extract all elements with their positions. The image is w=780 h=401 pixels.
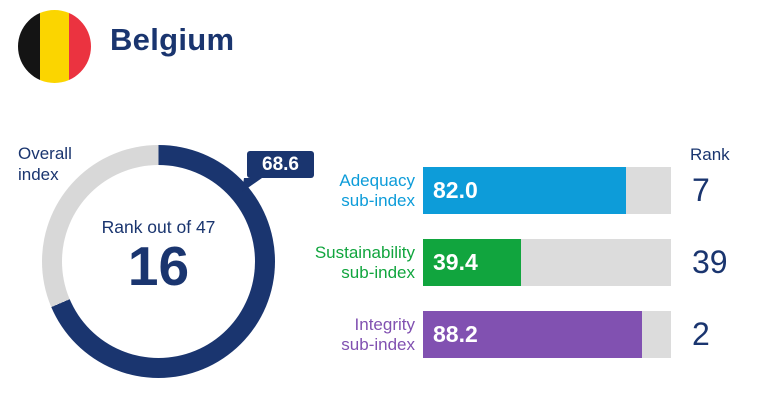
integrity-label: Integrity sub-index bbox=[280, 311, 415, 358]
bar-row-sustainability: Sustainability sub-index 39.4 39 bbox=[0, 239, 780, 286]
belgium-flag-icon bbox=[18, 10, 91, 83]
bar-row-adequacy: Adequacy sub-index 82.0 7 bbox=[0, 167, 780, 214]
flag-stripe-black bbox=[18, 10, 40, 83]
adequacy-bar-fill: 82.0 bbox=[423, 167, 627, 214]
label-line2: sub-index bbox=[341, 190, 415, 210]
overall-score-value: 68.6 bbox=[262, 153, 299, 175]
label-line2: sub-index bbox=[341, 262, 415, 282]
label-line2: sub-index bbox=[341, 334, 415, 354]
flag-stripe-yellow bbox=[39, 10, 70, 83]
rank-column-header: Rank bbox=[690, 145, 730, 164]
rank-caption: Rank out of 47 bbox=[101, 216, 216, 237]
label-line1: Sustainability bbox=[314, 242, 415, 262]
donut-hole bbox=[62, 165, 255, 358]
overall-rank-value: 16 bbox=[127, 234, 190, 297]
adequacy-label: Adequacy sub-index bbox=[280, 167, 415, 214]
overall-index-label: Overall index bbox=[18, 144, 72, 184]
adequacy-bar-track: 82.0 bbox=[423, 167, 671, 214]
bar-row-integrity: Integrity sub-index 88.2 2 bbox=[0, 311, 780, 358]
donut-center-text: Rank out of 47 16 bbox=[102, 216, 216, 294]
sustainability-label: Sustainability sub-index bbox=[280, 239, 415, 286]
adequacy-rank: 7 bbox=[692, 172, 710, 208]
integrity-bar-track: 88.2 bbox=[423, 311, 671, 358]
integrity-bar-fill: 88.2 bbox=[423, 311, 642, 358]
integrity-value: 88.2 bbox=[433, 321, 478, 347]
flag-stripe-red bbox=[69, 10, 91, 83]
label-line1: Integrity bbox=[354, 314, 415, 334]
sustainability-value: 39.4 bbox=[433, 249, 478, 275]
overall-donut-ring: Rank out of 47 16 bbox=[42, 145, 275, 378]
page-title: Belgium bbox=[110, 22, 235, 57]
integrity-rank: 2 bbox=[692, 316, 710, 352]
sustainability-bar-fill: 39.4 bbox=[423, 239, 521, 286]
sustainability-rank: 39 bbox=[692, 244, 728, 280]
overall-score-badge: 68.6 bbox=[242, 151, 314, 192]
adequacy-value: 82.0 bbox=[433, 177, 478, 203]
sustainability-bar-track: 39.4 bbox=[423, 239, 671, 286]
label-line1: Adequacy bbox=[339, 170, 415, 190]
